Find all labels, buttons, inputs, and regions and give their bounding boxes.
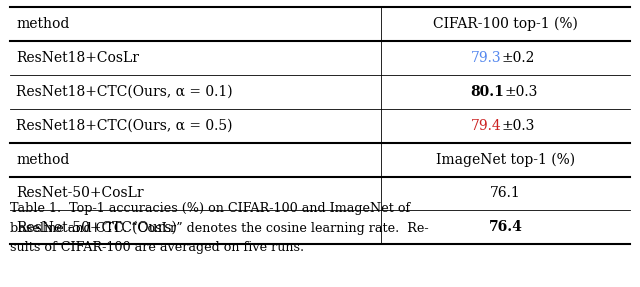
Text: 79.3: 79.3 xyxy=(470,51,501,65)
Text: CIFAR-100 top-1 (%): CIFAR-100 top-1 (%) xyxy=(433,17,578,31)
Text: method: method xyxy=(16,153,69,166)
Text: ResNet18+CosLr: ResNet18+CosLr xyxy=(16,51,139,65)
Text: Table 1.  Top-1 accuracies (%) on CIFAR-100 and ImageNet of: Table 1. Top-1 accuracies (%) on CIFAR-1… xyxy=(10,202,410,215)
Text: ResNet18+CTC(Ours, α = 0.5): ResNet18+CTC(Ours, α = 0.5) xyxy=(16,119,232,133)
Text: ±0.3: ±0.3 xyxy=(501,119,534,133)
Text: 76.1: 76.1 xyxy=(490,187,521,200)
Text: sults of CIFAR-100 are averaged on five runs.: sults of CIFAR-100 are averaged on five … xyxy=(10,241,304,254)
Text: ±0.2: ±0.2 xyxy=(501,51,534,65)
Text: ResNet-50+CosLr: ResNet-50+CosLr xyxy=(16,187,143,200)
Text: ResNet18+CTC(Ours, α = 0.1): ResNet18+CTC(Ours, α = 0.1) xyxy=(16,85,232,99)
Text: 76.4: 76.4 xyxy=(489,220,522,234)
Text: baseline and CTC. “CosLr” denotes the cosine learning rate.  Re-: baseline and CTC. “CosLr” denotes the co… xyxy=(10,222,428,235)
Text: method: method xyxy=(16,17,69,31)
Text: 80.1: 80.1 xyxy=(470,85,504,99)
Text: ±0.3: ±0.3 xyxy=(504,85,538,99)
Text: 79.4: 79.4 xyxy=(470,119,501,133)
Text: ImageNet top-1 (%): ImageNet top-1 (%) xyxy=(436,152,575,167)
Text: ResNet-50+CTC(Ours): ResNet-50+CTC(Ours) xyxy=(16,220,177,234)
